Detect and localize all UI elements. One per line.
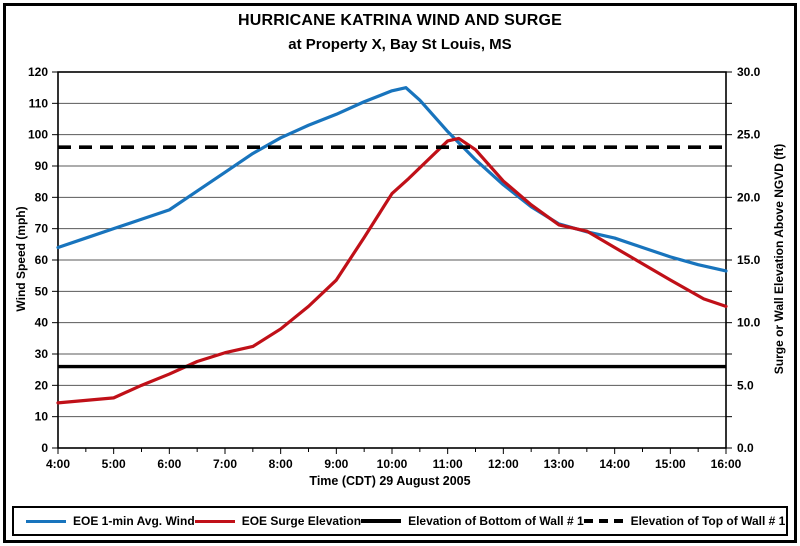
svg-text:4:00: 4:00: [46, 457, 70, 471]
svg-text:40: 40: [35, 316, 49, 330]
y-axis-left-title: Wind Speed (mph): [14, 206, 28, 312]
svg-text:0.0: 0.0: [737, 441, 754, 455]
legend-label: Elevation of Bottom of Wall # 1: [408, 514, 584, 528]
legend-sample-wall-bottom-line: [361, 519, 402, 523]
y-axis-left: 0 10 20 30 40 50 60 70 80 90 100 110 120: [28, 65, 58, 455]
svg-text:16:00: 16:00: [711, 457, 742, 471]
chart-title: HURRICANE KATRINA WIND AND SURGE: [237, 12, 563, 29]
svg-text:5:00: 5:00: [102, 457, 126, 471]
svg-text:20.0: 20.0: [737, 190, 761, 204]
svg-text:60: 60: [35, 253, 49, 267]
legend-item-wall-bottom: Elevation of Bottom of Wall # 1: [361, 514, 584, 528]
series-wind: [56, 86, 728, 273]
svg-text:25.0: 25.0: [737, 128, 761, 142]
x-axis-title: Time (CDT) 29 August 2005: [309, 474, 471, 488]
svg-text:5.0: 5.0: [737, 378, 754, 392]
legend-sample-surge-line: [194, 519, 235, 523]
svg-text:11:00: 11:00: [433, 457, 463, 471]
svg-text:15.0: 15.0: [737, 253, 761, 267]
svg-text:12:00: 12:00: [488, 457, 519, 471]
legend-label: Elevation of Top of Wall # 1: [630, 514, 786, 528]
svg-text:10.0: 10.0: [737, 316, 761, 330]
svg-text:30: 30: [35, 347, 49, 361]
svg-text:10: 10: [35, 410, 49, 424]
svg-text:10:00: 10:00: [377, 457, 408, 471]
svg-text:8:00: 8:00: [269, 457, 293, 471]
legend-label: EOE Surge Elevation: [241, 514, 362, 528]
x-axis: 4:00 5:00 6:00 7:00 8:00 9:00 10:00 11:00 12:00 1…: [46, 448, 742, 471]
svg-text:0: 0: [41, 441, 48, 455]
svg-text:14:00: 14:00: [599, 457, 630, 471]
y-axis-right-title: Surge or Wall Elevation Above NGVD (ft): [772, 143, 786, 375]
chart-subtitle: at Property X, Bay St Louis, MS: [288, 36, 512, 53]
svg-text:20: 20: [35, 378, 49, 392]
legend-item-wind: EOE 1-min Avg. Wind: [26, 514, 195, 528]
svg-text:13:00: 13:00: [544, 457, 575, 471]
svg-text:30.0: 30.0: [737, 65, 761, 79]
series-surge: [56, 136, 728, 405]
svg-text:6:00: 6:00: [157, 457, 181, 471]
legend-sample-wall-top-line: [583, 519, 624, 523]
y-axis-right: 0.0 5.0 10.0 15.0 20.0 25.0 30.0: [726, 65, 761, 455]
gridlines: [58, 71, 726, 418]
svg-text:70: 70: [35, 222, 49, 236]
svg-text:90: 90: [35, 159, 49, 173]
svg-text:9:00: 9:00: [324, 457, 348, 471]
svg-text:120: 120: [28, 65, 48, 79]
svg-text:15:00: 15:00: [655, 457, 686, 471]
svg-text:50: 50: [35, 284, 49, 298]
title-block: HURRICANE KATRINA WIND AND SURGE at Prop…: [0, 12, 800, 53]
svg-text:7:00: 7:00: [213, 457, 237, 471]
legend: EOE 1-min Avg. Wind EOE Surge Elevation …: [12, 506, 788, 536]
legend-item-wall-top: Elevation of Top of Wall # 1: [583, 514, 786, 528]
svg-text:110: 110: [29, 96, 49, 110]
legend-item-surge: EOE Surge Elevation: [194, 514, 362, 528]
svg-text:100: 100: [28, 128, 48, 142]
legend-sample-wind-line: [26, 519, 66, 523]
figure-border: [3, 3, 797, 543]
legend-label: EOE 1-min Avg. Wind: [73, 514, 195, 528]
svg-text:80: 80: [35, 190, 49, 204]
